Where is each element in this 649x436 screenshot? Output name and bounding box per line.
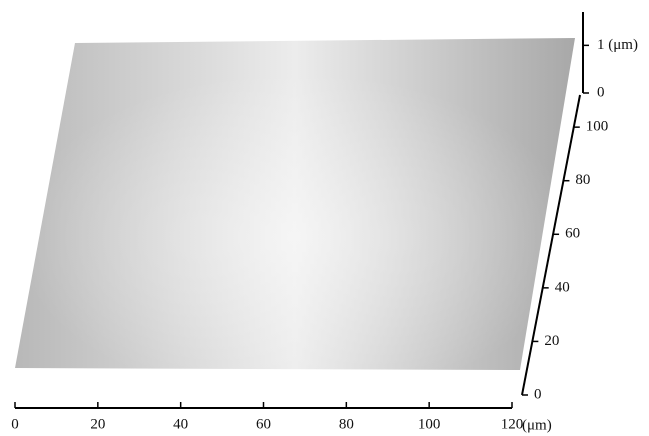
x-tick-label: 80	[339, 416, 354, 432]
x-tick-label: 20	[90, 416, 105, 432]
z-tick-label: 0	[597, 84, 605, 100]
x-tick-label: 40	[173, 416, 188, 432]
y-tick-label: 100	[586, 119, 609, 135]
x-tick-label: 0	[11, 416, 19, 432]
x-tick-label: 60	[256, 416, 271, 432]
x-tick-label: 100	[418, 416, 441, 432]
surface-highlight	[15, 38, 575, 370]
y-tick-label: 0	[534, 386, 542, 402]
x-tick-label: 120	[501, 416, 524, 432]
x-axis-label: (μm)	[522, 417, 552, 433]
y-tick-label: 60	[565, 226, 580, 242]
z-tick-label: 1 (μm)	[597, 37, 638, 53]
y-tick-label: 40	[555, 279, 570, 295]
y-axis	[521, 94, 581, 396]
y-tick-label: 20	[544, 333, 559, 349]
y-tick-label: 80	[575, 172, 590, 188]
